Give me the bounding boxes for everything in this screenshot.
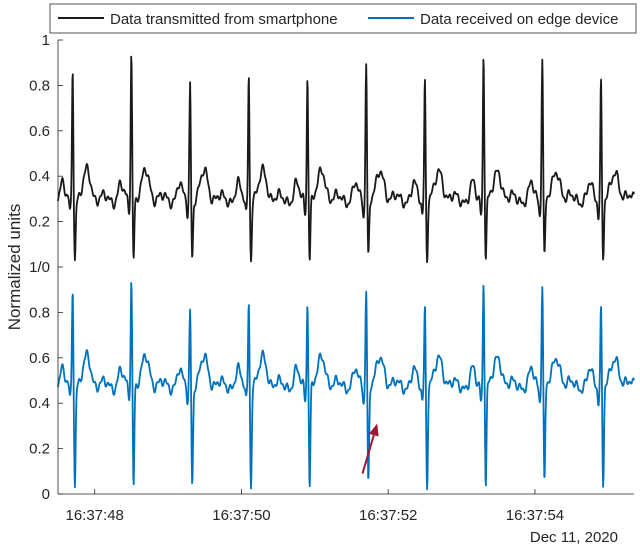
series-line-transmitted: [57, 55, 635, 264]
annotation-arrow-shaft: [361, 434, 375, 474]
y-tick-label: 0.8: [29, 77, 50, 94]
y-tick-label: 0.2: [29, 214, 50, 231]
y-tick-label: 0.4: [29, 395, 50, 412]
y-tick-label: 0.6: [29, 123, 50, 140]
legend-label-received: Data received on edge device: [420, 11, 618, 28]
y-tick-label: 1: [42, 32, 50, 49]
plot-area: [57, 55, 635, 491]
date-label: Dec 11, 2020: [530, 529, 618, 546]
x-tick-label: 16:37:48: [65, 507, 123, 524]
legend-box: [49, 3, 637, 34]
x-tick-label: 16:37:54: [506, 507, 564, 524]
y-tick-label: 0.4: [29, 168, 50, 185]
y-tick-label: 1/0: [29, 259, 50, 276]
y-tick-label: 0.8: [29, 304, 50, 321]
annotation-arrow: [361, 423, 379, 474]
x-ticks: 16:37:48 16:37:50 16:37:52 16:37:54: [65, 489, 564, 524]
legend-label-transmitted: Data transmitted from smartphone: [110, 11, 338, 28]
y-tick-label: 0: [42, 486, 50, 503]
y-axis-label: Normalized units: [5, 204, 24, 331]
annotation-arrow-head: [369, 423, 379, 437]
y-tick-label: 0.2: [29, 441, 50, 458]
y-tick-label: 0.6: [29, 350, 50, 367]
x-tick-label: 16:37:52: [359, 507, 417, 524]
series-line-received: [57, 282, 635, 491]
axes: 00.20.40.60.81/00.20.40.60.81 16:37:48 16…: [5, 32, 634, 546]
x-tick-label: 16:37:50: [212, 507, 270, 524]
y-ticks: 0 0.2 0.4 0.6 0.8 1/0 0.2 0.4 0.6 0.8 1: [29, 32, 63, 503]
legend: Data transmitted from smartphone Data re…: [49, 3, 637, 34]
